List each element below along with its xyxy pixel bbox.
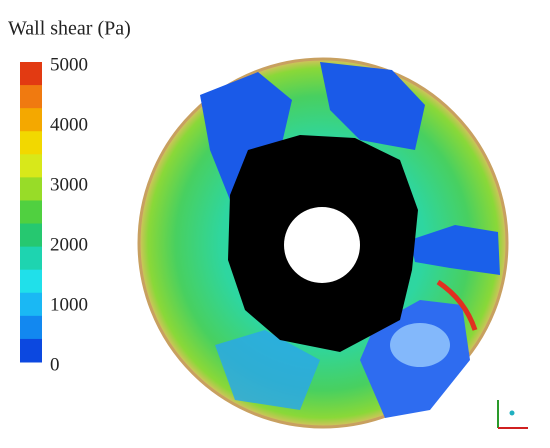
blade-region bbox=[215, 330, 320, 410]
color-band bbox=[20, 246, 42, 271]
tick-label: 4000 bbox=[50, 114, 88, 135]
legend-title: Wall shear (Pa) bbox=[8, 18, 131, 40]
tick-label: 3000 bbox=[50, 174, 88, 195]
color-band bbox=[20, 292, 42, 317]
color-band bbox=[20, 108, 42, 132]
high-shear-band bbox=[436, 279, 478, 331]
color-band bbox=[20, 154, 42, 178]
color-band bbox=[20, 338, 42, 363]
hub-hole bbox=[284, 207, 360, 283]
legend-ticks: 5000 4000 3000 2000 1000 0 bbox=[50, 54, 88, 375]
color-bar bbox=[20, 62, 42, 363]
color-band bbox=[20, 200, 42, 225]
contour-plot bbox=[137, 57, 509, 429]
tick-label: 5000 bbox=[50, 54, 88, 75]
axis-triad bbox=[497, 400, 528, 429]
color-band bbox=[20, 269, 42, 294]
blade-region bbox=[320, 62, 425, 150]
color-band bbox=[20, 315, 42, 340]
color-band bbox=[20, 131, 42, 155]
blade-region bbox=[410, 225, 500, 275]
color-band bbox=[20, 223, 42, 248]
tick-label: 0 bbox=[50, 354, 60, 375]
tick-label: 2000 bbox=[50, 234, 88, 255]
color-band bbox=[20, 85, 42, 109]
color-band bbox=[20, 177, 42, 201]
tick-label: 1000 bbox=[50, 294, 88, 315]
color-band bbox=[20, 62, 42, 86]
highlight bbox=[390, 323, 450, 367]
